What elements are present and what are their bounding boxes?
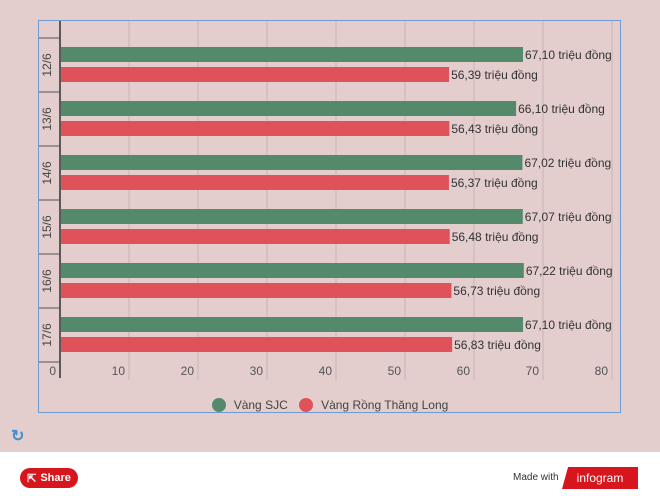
legend-label: Vàng SJC [233,398,288,412]
share-button[interactable]: ⇱ Share [20,468,78,488]
legend-swatch [211,398,226,412]
data-label: 66,10 triệu đồng [518,102,605,116]
data-label: 67,07 triệu đồng [525,210,612,224]
category-label: 16/6 [40,269,54,293]
x-tick-label: 40 [319,364,333,378]
x-tick-label: 0 [49,364,56,378]
bar-chart: 0 10 20 30 40 50 60 70 80 12/6 67,10 triệu đồng 56,… [39,21,613,380]
x-tick-label: 80 [595,364,609,378]
x-tick-label: 10 [112,364,126,378]
legend-item-rong-thang-long[interactable]: Vàng Rồng Thăng Long [299,398,448,412]
bar-sjc [61,101,517,116]
x-tick-label: 20 [181,364,195,378]
category-label: 13/6 [40,107,54,131]
bar-sjc [61,317,523,332]
x-tick-label: 60 [457,364,471,378]
share-label: Share [40,472,71,484]
bar-sjc [61,47,523,62]
share-icon: ⇱ [27,472,37,485]
x-tick-label: 30 [250,364,264,378]
bar-rong-thang-long [61,67,450,82]
data-label: 56,39 triệu đồng [451,68,538,82]
data-label: 67,22 triệu đồng [526,264,613,278]
bar-rong-thang-long [61,337,453,352]
data-label: 56,48 triệu đồng [452,230,539,244]
legend-label: Vàng Rồng Thăng Long [321,398,449,412]
legend-item-sjc[interactable]: Vàng SJC [211,398,288,412]
category-label: 17/6 [40,323,54,347]
refresh-icon[interactable]: ↻ [11,428,25,445]
legend-swatch [299,398,314,412]
data-label: 67,02 triệu đồng [524,156,611,170]
data-label: 56,83 triệu đồng [454,338,541,352]
category-label: 15/6 [40,215,54,239]
data-label: 56,73 triệu đồng [453,284,540,298]
bar-rong-thang-long [61,283,452,298]
bar-rong-thang-long [61,121,450,136]
bar-rong-thang-long [61,175,449,190]
category-label: 12/6 [40,53,54,77]
data-label: 56,43 triệu đồng [451,122,538,136]
category-label: 14/6 [40,161,54,185]
made-with-text: Made with [513,472,559,483]
data-label: 67,10 triệu đồng [525,48,612,62]
x-tick-label: 50 [388,364,402,378]
chart-frame [38,20,621,413]
x-tick-label: 70 [526,364,540,378]
bar-sjc [61,263,524,278]
data-label: 56,37 triệu đồng [451,176,538,190]
bar-sjc [61,155,523,170]
data-label: 67,10 triệu đồng [525,318,612,332]
infogram-logo[interactable]: infogram [562,467,638,489]
bar-rong-thang-long [61,229,450,244]
bar-sjc [61,209,523,224]
legend: Vàng SJC Vàng Rồng Thăng Long [0,398,660,415]
